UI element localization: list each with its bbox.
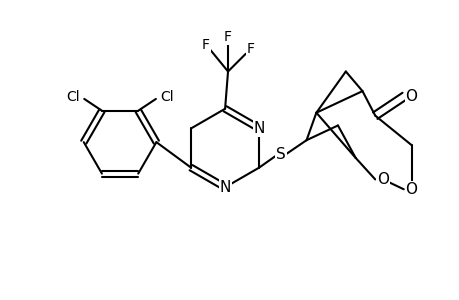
Text: N: N (219, 180, 230, 195)
Text: Cl: Cl (160, 90, 173, 104)
Text: F: F (202, 38, 210, 52)
Text: F: F (224, 30, 231, 44)
Text: O: O (376, 172, 388, 187)
Text: O: O (405, 88, 417, 104)
Text: S: S (275, 147, 285, 162)
Text: N: N (253, 121, 264, 136)
Text: O: O (405, 182, 417, 197)
Text: Cl: Cl (67, 90, 80, 104)
Text: F: F (246, 42, 254, 56)
